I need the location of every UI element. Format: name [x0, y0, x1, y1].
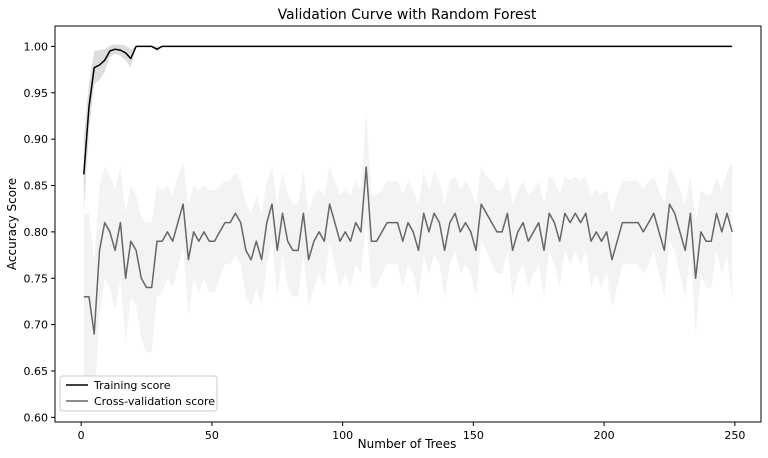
y-tick-label: 0.65	[24, 365, 49, 378]
y-tick-label: 0.75	[24, 272, 49, 285]
x-tick-label: 200	[594, 429, 615, 442]
y-tick-label: 1.00	[24, 40, 49, 53]
x-tick-label: 100	[332, 429, 353, 442]
y-axis-label: Accuracy Score	[5, 178, 19, 270]
legend-box	[59, 375, 218, 412]
y-tick-label: 0.85	[24, 180, 49, 193]
cv-score-line	[83, 166, 733, 335]
x-tick-label: 50	[205, 429, 219, 442]
x-tick-label: 0	[78, 429, 85, 442]
y-tick-label: 0.70	[24, 319, 49, 332]
y-tick-label: 0.95	[24, 87, 49, 100]
plot-area	[83, 44, 733, 409]
y-axis: 0.60 0.65 0.70 0.75 0.80 0.85 0.90 0.95 1.00	[24, 40, 55, 424]
y-tick-label: 0.80	[24, 226, 49, 239]
training-score-line	[83, 45, 733, 175]
x-tick-label: 250	[724, 429, 745, 442]
x-axis: 0 50 100 150 200 250	[78, 422, 745, 442]
x-axis-label: Number of Trees	[358, 437, 457, 451]
x-tick-label: 150	[463, 429, 484, 442]
legend: Training score Cross-validation score	[59, 375, 218, 412]
legend-label-training: Training score	[93, 379, 171, 392]
plot-frame	[54, 25, 762, 423]
legend-label-cv: Cross-validation score	[94, 395, 215, 408]
cv-score-band	[83, 111, 733, 409]
y-tick-label: 0.60	[24, 411, 49, 424]
chart-title: Validation Curve with Random Forest	[278, 7, 537, 23]
y-tick-label: 0.90	[24, 133, 49, 146]
